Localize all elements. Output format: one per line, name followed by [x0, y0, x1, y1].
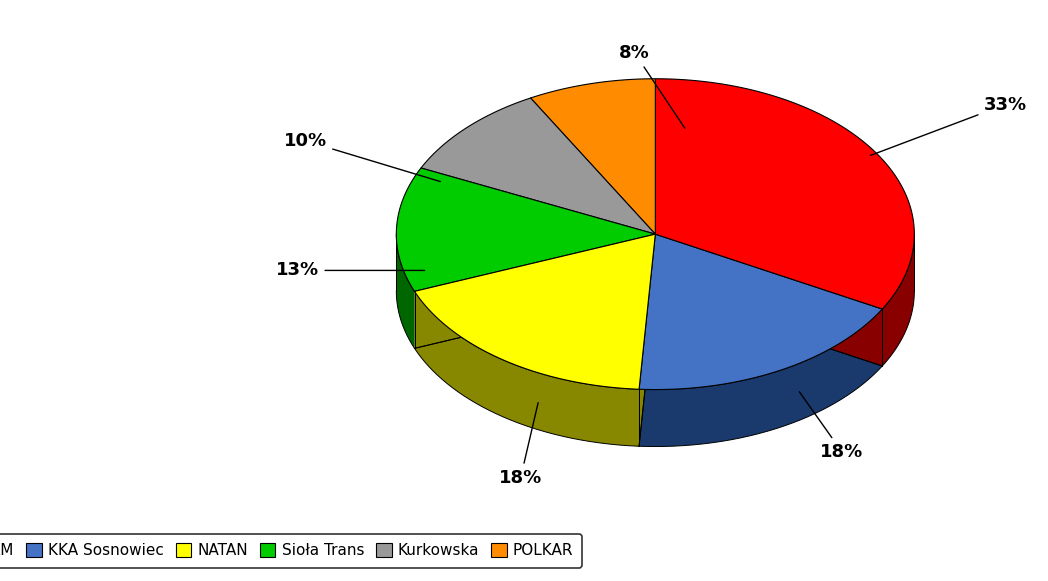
Polygon shape	[639, 234, 655, 446]
Polygon shape	[639, 234, 655, 446]
Polygon shape	[396, 234, 415, 349]
Polygon shape	[655, 234, 882, 366]
Polygon shape	[421, 98, 655, 234]
Polygon shape	[396, 168, 655, 291]
Text: 13%: 13%	[277, 261, 424, 279]
Text: 10%: 10%	[284, 132, 440, 181]
Polygon shape	[415, 234, 655, 389]
Legend: PKM, KKA Sosnowiec, NATAN, Sioła Trans, Kurkowska, POLKAR: PKM, KKA Sosnowiec, NATAN, Sioła Trans, …	[0, 534, 583, 568]
Polygon shape	[655, 234, 882, 366]
Text: 18%: 18%	[499, 403, 542, 487]
Polygon shape	[415, 234, 655, 349]
Polygon shape	[530, 79, 655, 234]
Polygon shape	[882, 235, 914, 366]
Polygon shape	[639, 309, 882, 447]
Polygon shape	[415, 234, 655, 349]
Polygon shape	[415, 291, 639, 446]
Text: 33%: 33%	[870, 96, 1027, 156]
Polygon shape	[655, 79, 914, 309]
Text: 18%: 18%	[800, 392, 864, 461]
Text: 8%: 8%	[619, 44, 685, 128]
Polygon shape	[639, 234, 882, 390]
